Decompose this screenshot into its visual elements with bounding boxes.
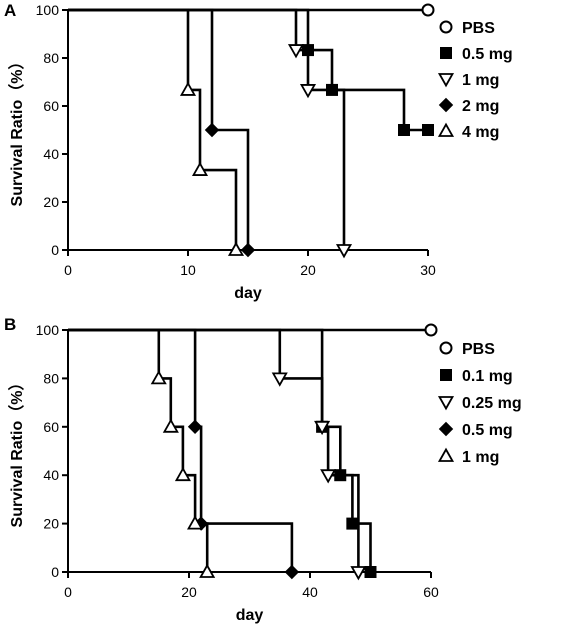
- x-tick-label: 40: [302, 584, 318, 600]
- legend-entry: PBS: [439, 341, 495, 358]
- data-point-marker: [320, 469, 337, 484]
- data-point-marker: [284, 564, 300, 580]
- panel-letter: A: [4, 1, 16, 20]
- series-line: [68, 8, 428, 132]
- legend-label: 1 mg: [462, 449, 499, 466]
- data-point-marker: [162, 418, 179, 433]
- data-point-marker: [191, 161, 209, 176]
- x-tick-label: 60: [423, 584, 439, 600]
- y-tick-label: 100: [36, 322, 60, 338]
- series-line: [68, 328, 209, 572]
- data-point-marker: [271, 372, 288, 387]
- data-point-marker: [350, 566, 367, 581]
- y-tick-label: 0: [51, 564, 59, 580]
- x-axis-label: day: [234, 285, 262, 302]
- data-point-marker: [326, 83, 338, 96]
- x-tick-label: 0: [64, 584, 72, 600]
- legend-marker: [439, 341, 453, 355]
- legend-label: 2 mg: [462, 98, 499, 115]
- y-tick-label: 40: [43, 146, 59, 162]
- series-line: [68, 328, 372, 572]
- legend-entry: PBS: [439, 20, 495, 37]
- legend-marker: [437, 122, 455, 137]
- data-point-marker: [302, 44, 314, 57]
- panel-B: B 0 20 40 60 80 100 0 20 40 60 day Survival Ratio（%）…: [4, 315, 522, 624]
- legend-label: 0.5 mg: [462, 422, 513, 439]
- legend-marker: [437, 73, 455, 88]
- data-point-marker: [240, 242, 256, 258]
- legend-label: 1 mg: [462, 72, 499, 89]
- data-point-marker: [334, 469, 347, 482]
- series-line: [68, 8, 238, 250]
- series-line: [68, 328, 360, 572]
- data-point-marker: [335, 244, 353, 259]
- y-tick-label: 20: [43, 516, 59, 532]
- x-tick-label: 10: [180, 262, 196, 278]
- legend-label: 0.5 mg: [462, 46, 513, 63]
- legend-label: PBS: [462, 341, 495, 358]
- y-tick-label: 0: [51, 242, 59, 258]
- data-point-marker: [199, 563, 216, 578]
- y-tick-label: 20: [43, 194, 59, 210]
- data-point-marker: [287, 44, 305, 59]
- x-tick-label: 30: [420, 262, 436, 278]
- legend-marker: [440, 47, 452, 59]
- data-point-marker: [422, 124, 434, 136]
- data-point-marker: [150, 370, 167, 385]
- x-axis-label: day: [236, 607, 264, 624]
- legend-entry: 0.1 mg: [440, 368, 513, 385]
- legend-marker: [440, 369, 452, 381]
- y-tick-label: 60: [43, 98, 59, 114]
- data-point-marker: [204, 122, 220, 138]
- legend-marker: [438, 97, 454, 113]
- y-tick-label: 100: [36, 2, 60, 18]
- y-axis-label: Survival Ratio（%）: [8, 375, 26, 528]
- data-point-marker: [187, 515, 204, 530]
- series-line: [68, 328, 294, 572]
- legend-entry: 0.25 mg: [437, 395, 522, 412]
- panel-letter: B: [4, 315, 16, 334]
- y-axis-label: Survival Ratio（%）: [8, 54, 26, 207]
- data-point-marker: [424, 323, 438, 337]
- y-tick-label: 40: [43, 467, 59, 483]
- data-point-marker: [421, 3, 435, 17]
- legend-label: 4 mg: [462, 124, 499, 141]
- legend-marker: [439, 20, 453, 34]
- legend-entry: 0.5 mg: [438, 421, 513, 439]
- y-tick-label: 80: [43, 50, 59, 66]
- x-tick-label: 20: [181, 584, 197, 600]
- y-tick-label: 80: [43, 370, 59, 386]
- legend-entry: 4 mg: [437, 122, 499, 141]
- data-point-marker: [398, 124, 410, 136]
- data-point-marker: [346, 517, 359, 530]
- data-point-marker: [179, 81, 197, 96]
- legend-label: 0.1 mg: [462, 368, 513, 385]
- x-tick-label: 20: [300, 262, 316, 278]
- legend-entry: 1 mg: [437, 447, 499, 466]
- legend-entry: 1 mg: [437, 72, 499, 89]
- legend-label: PBS: [462, 20, 495, 37]
- data-point-marker: [174, 466, 191, 482]
- y-tick-label: 60: [43, 419, 59, 435]
- data-point-marker: [227, 241, 245, 256]
- data-point-marker: [187, 419, 203, 435]
- legend-entry: 2 mg: [438, 97, 499, 115]
- series-line: [68, 8, 250, 250]
- data-point-marker: [364, 566, 377, 578]
- panel-A: A 0 20 40 60 80 100 0 10 20 30 day Survival Ratio（%）…: [4, 1, 513, 302]
- legend-marker: [437, 447, 455, 462]
- legend-marker: [437, 396, 455, 411]
- legend-label: 0.25 mg: [462, 395, 522, 412]
- legend-marker: [438, 421, 454, 437]
- legend-entry: 0.5 mg: [440, 46, 513, 63]
- x-tick-label: 0: [64, 262, 72, 278]
- data-point-marker: [299, 84, 317, 99]
- data-point-marker: [314, 420, 331, 436]
